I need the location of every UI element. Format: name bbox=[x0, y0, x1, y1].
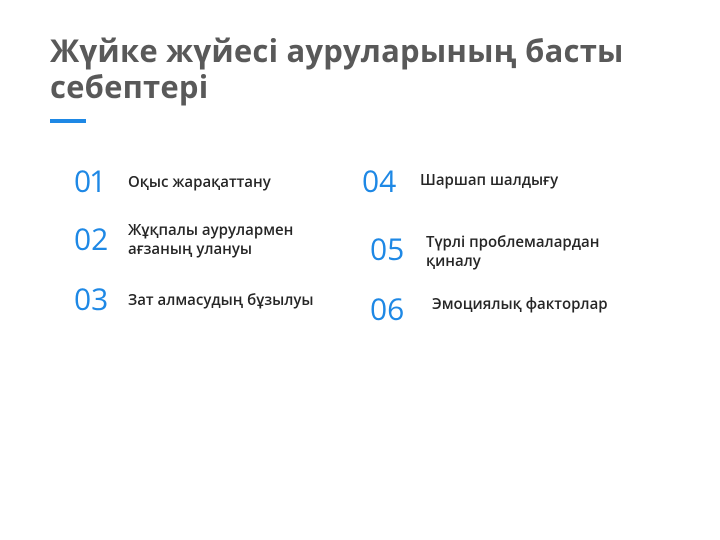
item-text-05: Түрлі проблемалардан қиналу bbox=[426, 233, 646, 271]
item-number-01: 01 bbox=[74, 165, 118, 197]
item-number-04: 04 bbox=[362, 165, 392, 197]
item-text-02: Жұқпалы аурулармен ағзаның улануы bbox=[128, 221, 348, 259]
item-number-02: 02 bbox=[74, 223, 104, 255]
item-text-06: Эмоциялық факторлар bbox=[432, 295, 608, 314]
item-number-05: 05 bbox=[370, 233, 400, 265]
accent-bar bbox=[50, 119, 86, 123]
slide: Жүйке жүйесі ауруларының басты себептері… bbox=[0, 0, 720, 540]
item-text-01: Оқыс жарақаттану bbox=[128, 173, 271, 192]
page-title: Жүйке жүйесі ауруларының басты себептері bbox=[50, 34, 670, 105]
item-number-03: 03 bbox=[74, 283, 104, 315]
item-text-04: Шаршап шалдығу bbox=[420, 171, 558, 190]
item-number-06: 06 bbox=[370, 293, 400, 325]
item-text-03: Зат алмасудың бұзылуы bbox=[128, 291, 314, 310]
items-grid: 01 Оқыс жарақаттану 02 Жұқпалы ауруларме… bbox=[50, 165, 670, 485]
